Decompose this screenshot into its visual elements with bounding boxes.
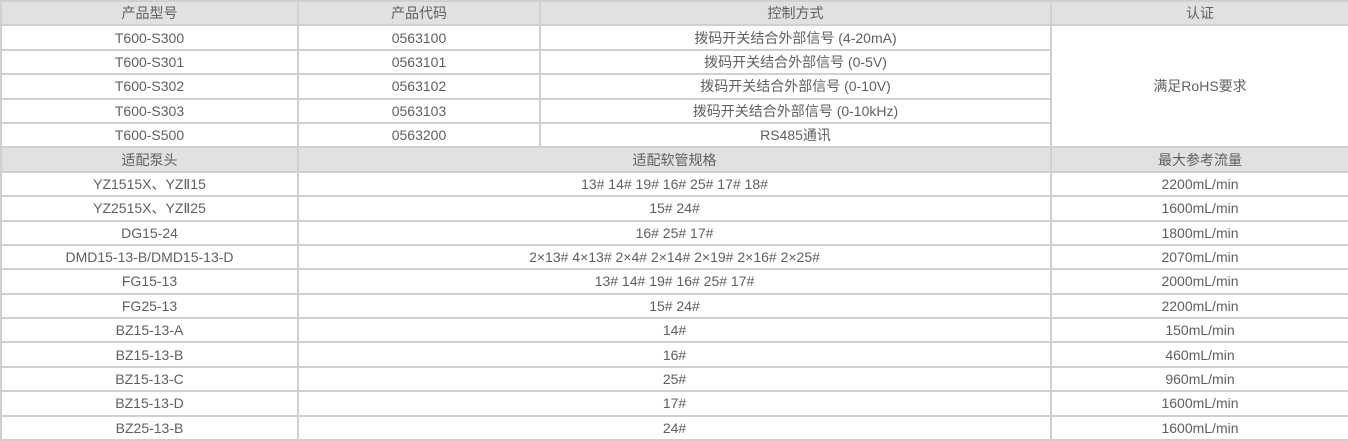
max-flow-cell: 1800mL/min — [1050, 219, 1348, 246]
column-header-control-method: 控制方式 — [539, 0, 1052, 27]
tubing-spec-cell: 15# 24# — [297, 195, 1052, 222]
product-code-cell: 0563100 — [297, 24, 541, 51]
table-row: YZ2515X、YZⅡ25 15# 24# 1600mL/min — [0, 195, 1348, 222]
product-code-cell: 0563103 — [297, 97, 541, 124]
column-header-tubing-spec: 适配软管规格 — [297, 146, 1052, 173]
pump-head-cell: BZ15-13-C — [0, 365, 299, 393]
product-code-cell: 0563200 — [297, 121, 541, 149]
tubing-spec-cell: 13# 14# 19# 16# 25# 17# 18# — [297, 170, 1052, 198]
column-header-max-flow: 最大参考流量 — [1050, 146, 1348, 173]
certification-cell: 满足RoHS要求 — [1050, 24, 1348, 149]
table-row: BZ15-13-D 17# 1600mL/min — [0, 390, 1348, 417]
tubing-spec-cell: 16# — [297, 341, 1052, 368]
product-code-cell: 0563102 — [297, 73, 541, 100]
pump-head-cell: DG15-24 — [0, 219, 299, 246]
max-flow-cell: 1600mL/min — [1050, 195, 1348, 222]
pump-head-cell: YZ1515X、YZⅡ15 — [0, 170, 299, 198]
table-row: YZ1515X、YZⅡ15 13# 14# 19# 16# 25# 17# 18… — [0, 170, 1348, 198]
pump-head-cell: FG25-13 — [0, 292, 299, 320]
column-header-pump-head: 适配泵头 — [0, 146, 299, 173]
control-method-cell: 拨码开关结合外部信号 (0-5V) — [539, 48, 1052, 76]
table-row: DG15-24 16# 25# 17# 1800mL/min — [0, 219, 1348, 246]
tubing-spec-cell: 17# — [297, 390, 1052, 417]
table-row: T600-S302 0563102 拨码开关结合外部信号 (0-10V) — [0, 73, 1348, 100]
pump-head-cell: FG15-13 — [0, 268, 299, 295]
control-method-cell: 拨码开关结合外部信号 (4-20mA) — [539, 24, 1052, 51]
tubing-spec-cell: 24# — [297, 414, 1052, 441]
product-model-cell: T600-S303 — [0, 97, 299, 124]
table-row: T600-S301 0563101 拨码开关结合外部信号 (0-5V) — [0, 48, 1348, 76]
control-method-cell: 拨码开关结合外部信号 (0-10kHz) — [539, 97, 1052, 124]
table-row: T600-S500 0563200 RS485通讯 — [0, 121, 1348, 149]
table-row: FG15-13 13# 14# 19# 16# 25# 17# 2000mL/m… — [0, 268, 1348, 295]
table-row: DMD15-13-B/DMD15-13-D 2×13# 4×13# 2×4# 2… — [0, 243, 1348, 271]
max-flow-cell: 960mL/min — [1050, 365, 1348, 393]
product-code-cell: 0563101 — [297, 48, 541, 76]
max-flow-cell: 460mL/min — [1050, 341, 1348, 368]
column-header-product-code: 产品代码 — [297, 0, 541, 27]
product-model-cell: T600-S500 — [0, 121, 299, 149]
pump-head-cell: BZ15-13-D — [0, 390, 299, 417]
max-flow-cell: 2200mL/min — [1050, 170, 1348, 198]
max-flow-cell: 1600mL/min — [1050, 390, 1348, 417]
max-flow-cell: 150mL/min — [1050, 317, 1348, 344]
pump-head-cell: BZ15-13-B — [0, 341, 299, 368]
max-flow-cell: 2200mL/min — [1050, 292, 1348, 320]
table-row: BZ15-13-B 16# 460mL/min — [0, 341, 1348, 368]
table-row: T600-S300 0563100 拨码开关结合外部信号 (4-20mA) 满足… — [0, 24, 1348, 149]
pump-header-row: 适配泵头 适配软管规格 最大参考流量 — [0, 146, 1348, 173]
max-flow-cell: 2070mL/min — [1050, 243, 1348, 271]
pump-head-cell: YZ2515X、YZⅡ25 — [0, 195, 299, 222]
table-row: FG25-13 15# 24# 2200mL/min — [0, 292, 1348, 320]
control-method-cell: 拨码开关结合外部信号 (0-10V) — [539, 73, 1052, 100]
product-header-row: 产品型号 产品代码 控制方式 认证 — [0, 0, 1348, 27]
product-model-cell: T600-S302 — [0, 73, 299, 100]
pump-head-cell: BZ15-13-A — [0, 317, 299, 344]
table-row: BZ25-13-B 24# 1600mL/min — [0, 414, 1348, 441]
pump-head-cell: DMD15-13-B/DMD15-13-D — [0, 243, 299, 271]
tubing-spec-cell: 16# 25# 17# — [297, 219, 1052, 246]
tubing-spec-cell: 25# — [297, 365, 1052, 393]
column-header-product-model: 产品型号 — [0, 0, 299, 27]
column-header-certification: 认证 — [1050, 0, 1348, 27]
max-flow-cell: 2000mL/min — [1050, 268, 1348, 295]
table-row: BZ15-13-A 14# 150mL/min — [0, 317, 1348, 344]
table-row: BZ15-13-C 25# 960mL/min — [0, 365, 1348, 393]
pump-head-cell: BZ25-13-B — [0, 414, 299, 441]
tubing-spec-cell: 15# 24# — [297, 292, 1052, 320]
tubing-spec-cell: 13# 14# 19# 16# 25# 17# — [297, 268, 1052, 295]
tubing-spec-cell: 14# — [297, 317, 1052, 344]
product-model-cell: T600-S300 — [0, 24, 299, 51]
tubing-spec-cell: 2×13# 4×13# 2×4# 2×14# 2×19# 2×16# 2×25# — [297, 243, 1052, 271]
max-flow-cell: 1600mL/min — [1050, 414, 1348, 441]
table-row: T600-S303 0563103 拨码开关结合外部信号 (0-10kHz) — [0, 97, 1348, 124]
product-model-cell: T600-S301 — [0, 48, 299, 76]
control-method-cell: RS485通讯 — [539, 121, 1052, 149]
